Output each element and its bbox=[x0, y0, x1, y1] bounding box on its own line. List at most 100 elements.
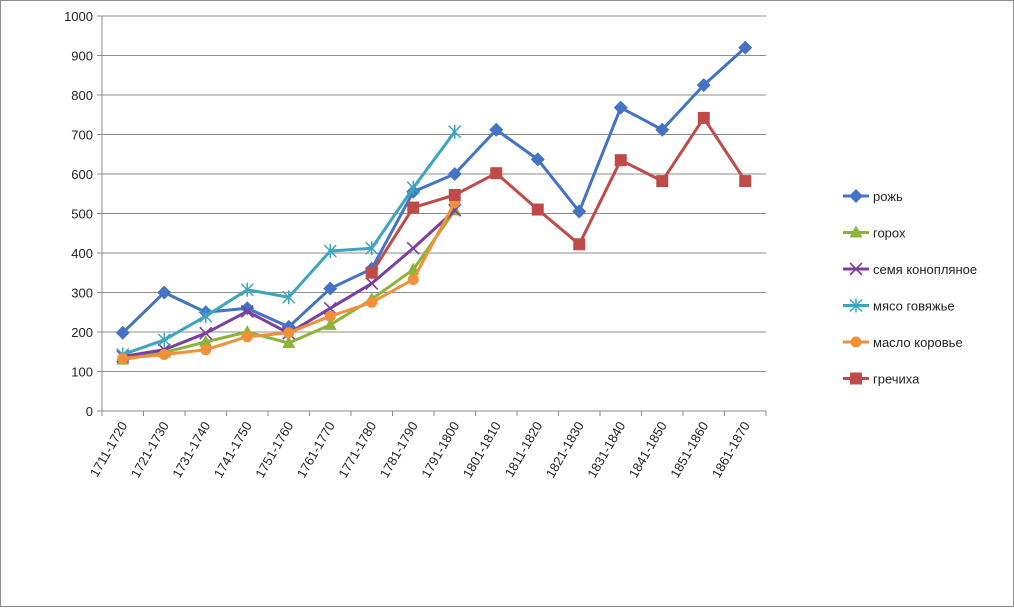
data-point bbox=[199, 334, 213, 347]
x-tick-label: 1801-1810 bbox=[460, 419, 504, 480]
x-tick-label: 1771-1780 bbox=[335, 419, 379, 480]
data-point bbox=[241, 331, 253, 343]
legend-label: рожь bbox=[873, 189, 903, 204]
data-point bbox=[117, 352, 129, 364]
y-tick-label: 500 bbox=[71, 207, 93, 222]
data-point bbox=[199, 309, 213, 324]
data-point bbox=[448, 124, 462, 139]
data-point bbox=[739, 175, 752, 188]
legend: рожь горох семя конопляное мясо говяжье масл… bbox=[843, 189, 977, 387]
y-tick-label: 400 bbox=[71, 246, 93, 261]
legend-label: масло коровье bbox=[873, 335, 963, 350]
data-point bbox=[406, 180, 420, 195]
y-tick-label: 0 bbox=[86, 404, 93, 419]
legend-item: рожь bbox=[843, 189, 903, 204]
y-tick-label: 900 bbox=[71, 49, 93, 64]
legend-item: гречиха bbox=[843, 372, 920, 387]
data-point bbox=[697, 111, 710, 124]
legend-label: горох bbox=[873, 226, 906, 241]
axes bbox=[97, 15, 767, 416]
data-point bbox=[447, 167, 462, 181]
data-point bbox=[613, 100, 628, 115]
legend-marker bbox=[849, 298, 863, 313]
series-6 bbox=[365, 111, 752, 279]
y-tick-labels: 0 100 200 300 400 500 600 700 800 900 1000 bbox=[64, 9, 93, 419]
data-point bbox=[614, 154, 627, 167]
x-tick-label: 1811-1820 bbox=[502, 419, 546, 480]
series-2 bbox=[116, 203, 462, 365]
data-point bbox=[324, 310, 336, 322]
data-point bbox=[365, 241, 379, 256]
data-point bbox=[323, 301, 337, 315]
data-point bbox=[240, 304, 254, 319]
data-point bbox=[115, 325, 130, 340]
legend-marker bbox=[849, 262, 863, 276]
y-tick-label: 600 bbox=[71, 167, 93, 182]
data-point bbox=[696, 78, 711, 93]
data-point bbox=[406, 241, 420, 255]
data-point bbox=[240, 282, 254, 297]
x-tick-label: 1831-1840 bbox=[584, 419, 628, 480]
y-tick-label: 700 bbox=[71, 128, 93, 143]
legend-label: семя конопляное bbox=[873, 262, 977, 277]
x-tick-label: 1761-1770 bbox=[294, 419, 338, 480]
y-tick-label: 1000 bbox=[64, 9, 93, 24]
legend-marker bbox=[849, 189, 863, 203]
data-point bbox=[157, 332, 171, 347]
legend-item: семя конопляное bbox=[843, 262, 977, 277]
legend-marker bbox=[849, 225, 863, 238]
legend-label: мясо говяжье bbox=[873, 299, 955, 314]
series-4 bbox=[116, 124, 462, 362]
legend-marker bbox=[850, 336, 862, 348]
legend-item: мясо говяжье bbox=[843, 298, 955, 314]
data-point bbox=[366, 296, 378, 308]
data-point bbox=[157, 285, 172, 300]
x-tick-labels: 1711-17201721-17301731-17401741-17501751… bbox=[87, 419, 753, 480]
x-tick-label: 1861-1870 bbox=[709, 419, 753, 480]
data-point bbox=[738, 40, 753, 55]
data-point bbox=[158, 349, 170, 361]
data-point bbox=[490, 167, 503, 180]
x-tick-label: 1721-1730 bbox=[128, 419, 172, 480]
data-point bbox=[489, 122, 504, 137]
y-tick-label: 200 bbox=[71, 325, 93, 340]
x-tick-label: 1751-1760 bbox=[252, 419, 296, 480]
x-tick-label: 1741-1750 bbox=[211, 419, 255, 480]
legend-label: гречиха bbox=[873, 372, 920, 387]
series-line bbox=[121, 46, 747, 335]
x-tick-label: 1821-1830 bbox=[543, 419, 587, 480]
data-point bbox=[323, 244, 337, 259]
data-point bbox=[573, 238, 586, 251]
data-point bbox=[530, 152, 545, 167]
series-line bbox=[370, 116, 747, 275]
data-point bbox=[407, 201, 420, 214]
data-point bbox=[656, 175, 669, 188]
data-point bbox=[323, 281, 338, 296]
x-tick-label: 1731-1740 bbox=[169, 419, 213, 480]
data-point bbox=[448, 188, 461, 201]
x-tick-label: 1711-1720 bbox=[87, 419, 131, 480]
data-point bbox=[655, 122, 670, 137]
x-tick-label: 1851-1860 bbox=[667, 419, 711, 480]
x-tick-label: 1791-1800 bbox=[418, 419, 462, 480]
x-tick-label: 1841-1850 bbox=[626, 419, 670, 480]
legend-item: масло коровье bbox=[843, 335, 963, 350]
data-point bbox=[365, 276, 379, 290]
data-point bbox=[407, 273, 419, 285]
y-tick-label: 800 bbox=[71, 88, 93, 103]
series-5 bbox=[117, 196, 461, 364]
legend-item: горох bbox=[843, 225, 906, 241]
grid-lines bbox=[102, 15, 766, 372]
series-group bbox=[115, 40, 753, 365]
data-point bbox=[283, 327, 295, 339]
y-tick-label: 100 bbox=[71, 365, 93, 380]
data-point bbox=[448, 203, 462, 217]
data-point bbox=[199, 326, 213, 340]
data-point bbox=[365, 266, 378, 279]
data-point bbox=[323, 317, 337, 330]
data-point bbox=[282, 336, 296, 349]
legend-marker bbox=[850, 372, 862, 385]
data-point bbox=[282, 290, 296, 305]
